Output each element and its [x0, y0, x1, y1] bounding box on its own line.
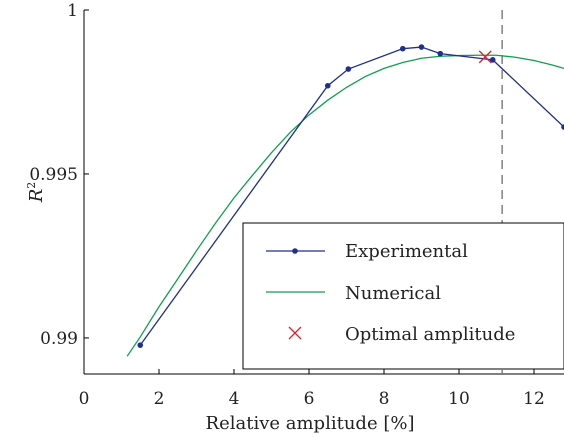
x-tick-label: 0 — [79, 389, 90, 409]
data-point-experimental — [437, 50, 444, 57]
ticks: 0 2 4 6 8 10 12 0.99 0.995 1 — [29, 1, 544, 409]
legend-label-optimal-amplitude: Optimal amplitude — [345, 324, 515, 345]
optimal-amplitude-marker — [478, 50, 492, 64]
y-axis-label: R2 — [25, 182, 47, 204]
y-tick-label: 0.995 — [29, 165, 78, 185]
legend-marker-experimental — [292, 248, 298, 254]
x-tick-label: 6 — [304, 389, 315, 409]
y-axis-label-base: R — [26, 189, 47, 204]
legend-label-numerical: Numerical — [345, 283, 441, 304]
data-point-experimental — [561, 124, 564, 130]
x-axis-label: Relative amplitude [%] — [206, 413, 415, 434]
legend-item-experimental: Experimental — [266, 241, 468, 262]
y-tick-label: 1 — [67, 1, 78, 21]
x-tick-label: 8 — [379, 389, 390, 409]
data-point-experimental — [418, 44, 425, 50]
legend-marker-optimal-amplitude — [288, 326, 302, 340]
legend-box — [242, 222, 564, 370]
data-point-experimental — [137, 342, 144, 348]
y-tick-label: 0.99 — [40, 329, 78, 349]
legend-label-experimental: Experimental — [345, 241, 468, 262]
y-axis-label-sup: 2 — [25, 182, 38, 189]
legend: Experimental Numerical Optimal amplitude — [242, 222, 564, 370]
x-tick-label: 4 — [229, 389, 240, 409]
series-group — [126, 44, 564, 357]
legend-item-optimal-amplitude: Optimal amplitude — [288, 324, 515, 345]
x-tick-label: 12 — [523, 389, 545, 409]
x-tick-label: 2 — [154, 389, 165, 409]
x-tick-label: 10 — [448, 389, 470, 409]
data-point-experimental — [489, 57, 496, 63]
data-point-experimental — [345, 66, 352, 72]
data-point-experimental — [324, 82, 331, 89]
legend-item-numerical: Numerical — [266, 283, 441, 304]
series-line-numerical — [126, 54, 564, 357]
data-point-experimental — [399, 45, 406, 52]
